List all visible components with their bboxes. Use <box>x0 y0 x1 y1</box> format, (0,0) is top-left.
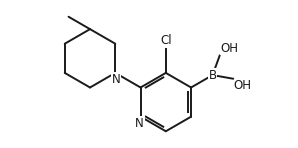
Text: OH: OH <box>220 42 238 55</box>
Text: N: N <box>135 117 144 130</box>
Text: B: B <box>209 69 217 82</box>
Text: N: N <box>112 73 121 86</box>
Text: OH: OH <box>234 79 252 92</box>
Text: Cl: Cl <box>160 34 172 47</box>
